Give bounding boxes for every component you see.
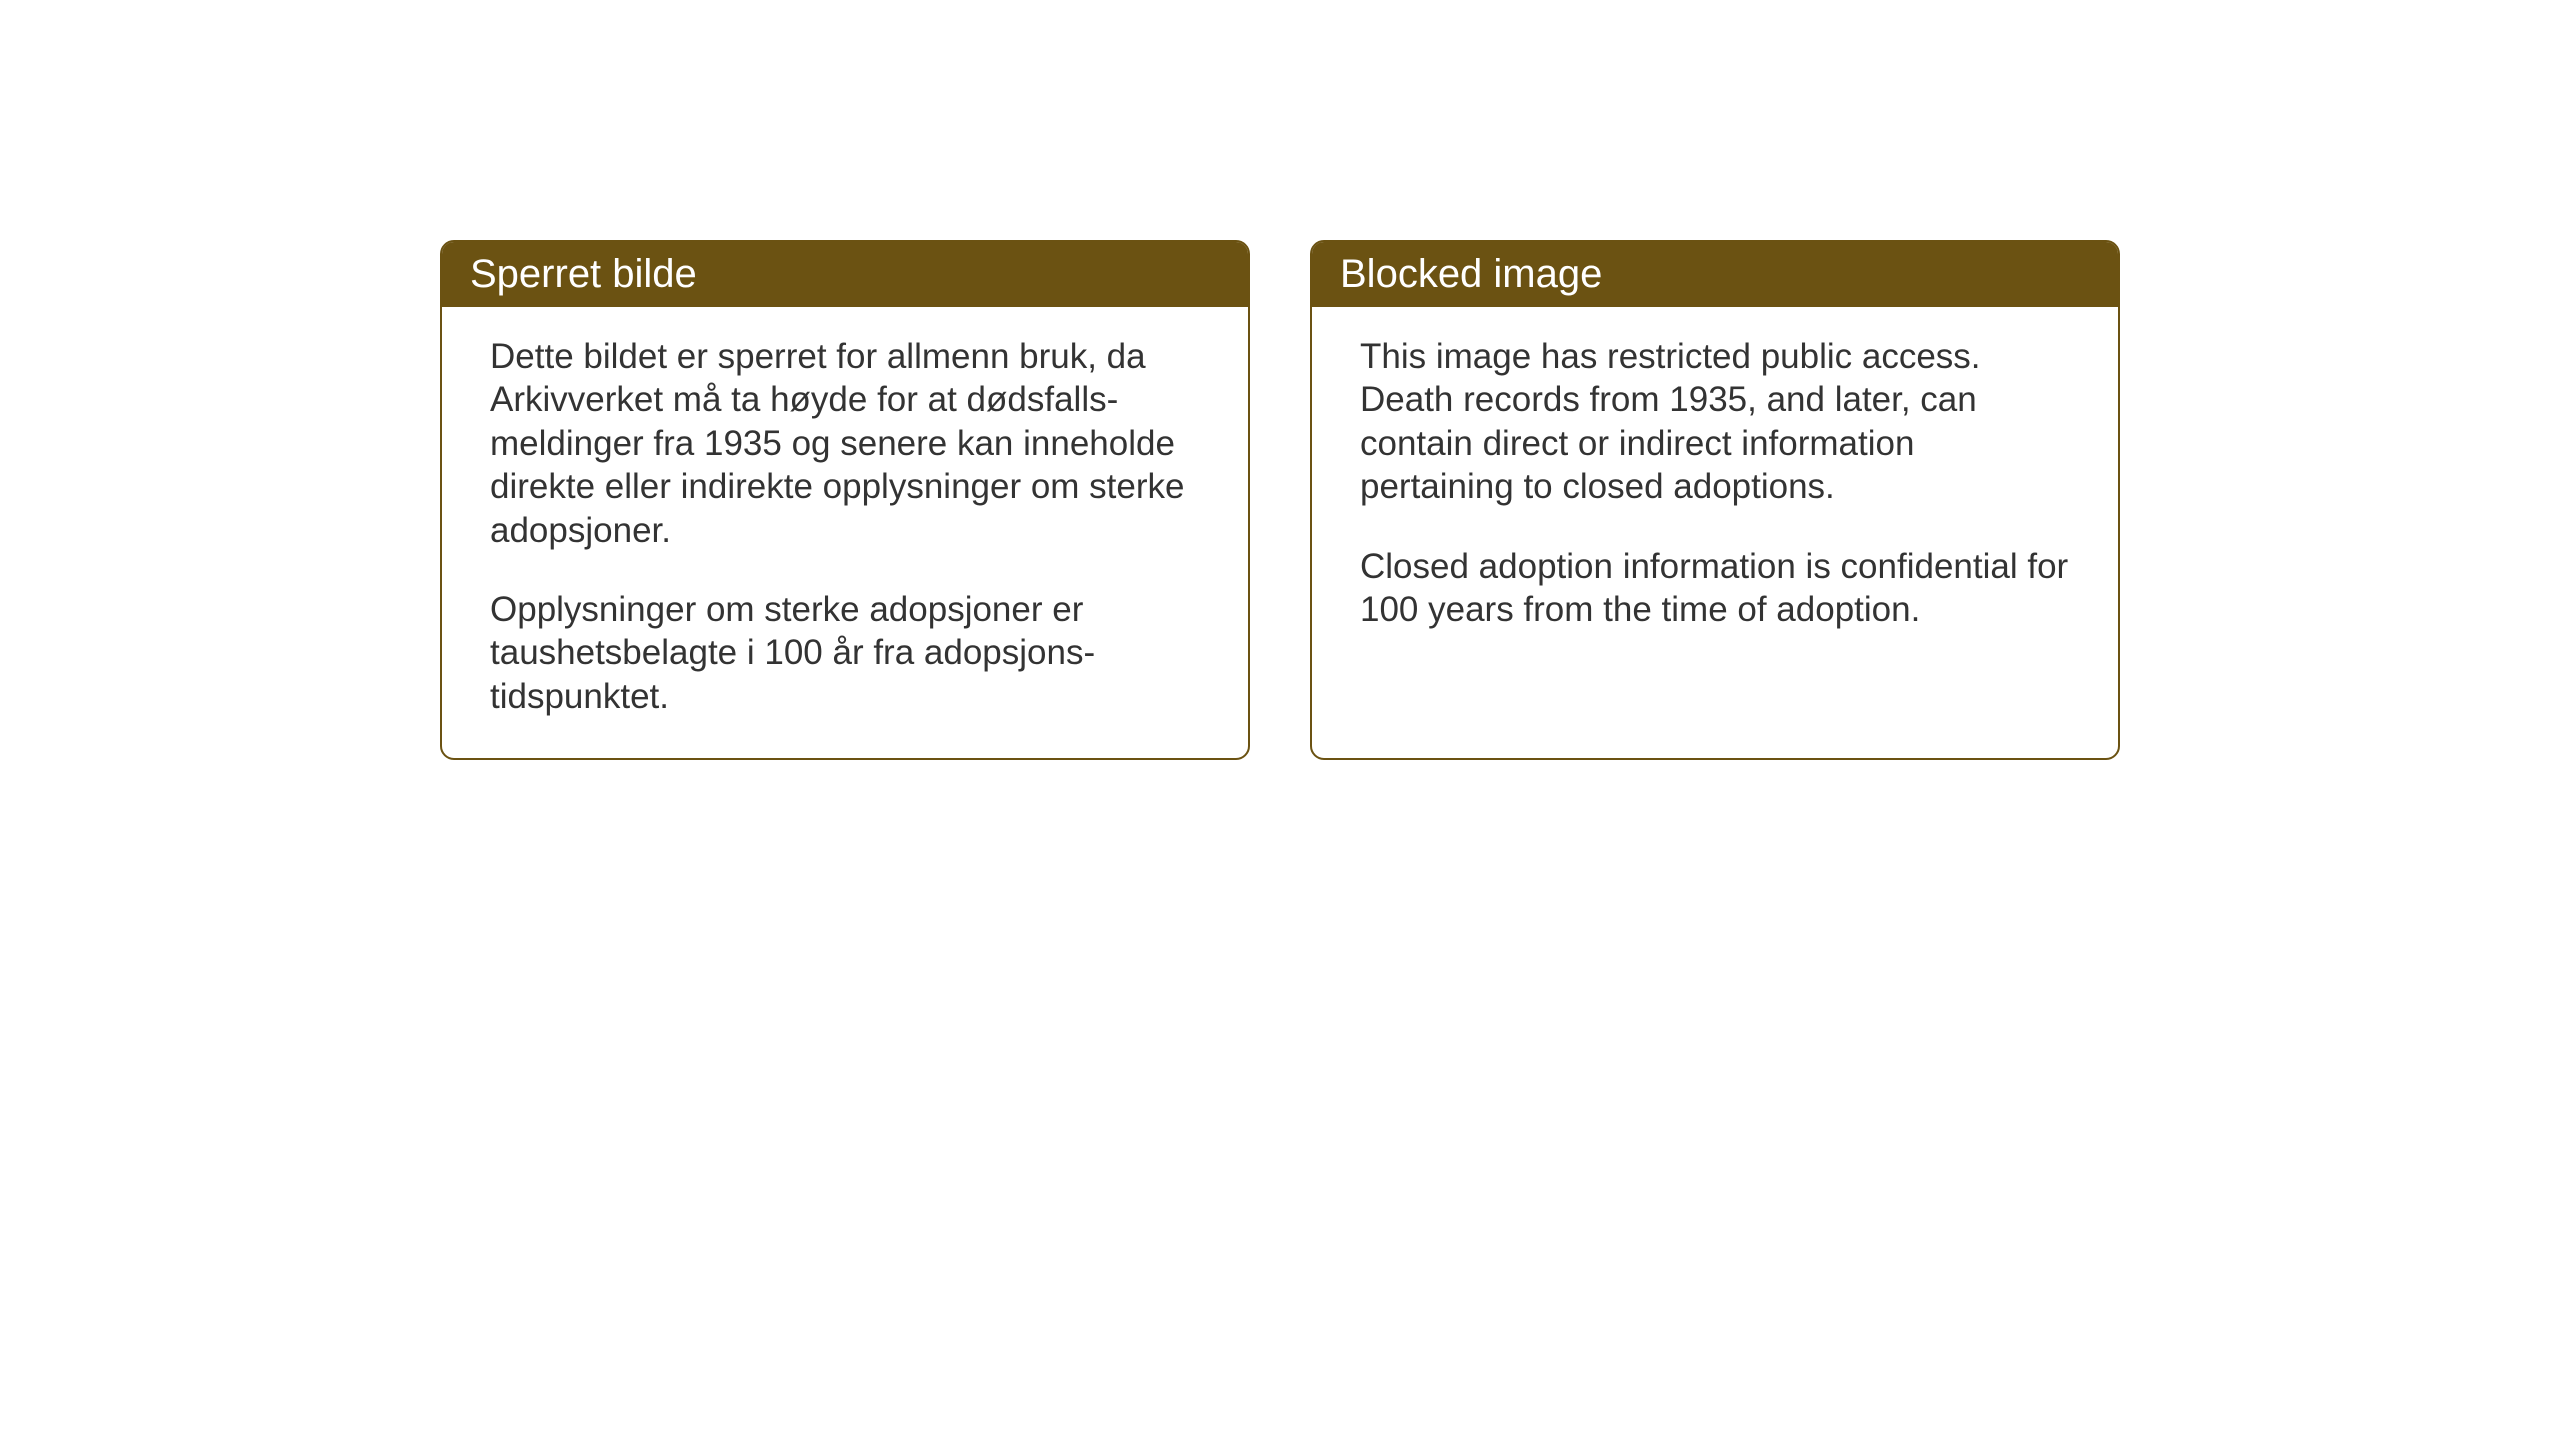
notice-card-english: Blocked image This image has restricted … xyxy=(1310,240,2120,760)
notice-card-norwegian: Sperret bilde Dette bildet er sperret fo… xyxy=(440,240,1250,760)
card-body-norwegian: Dette bildet er sperret for allmenn bruk… xyxy=(442,307,1248,758)
card-header-english: Blocked image xyxy=(1312,242,2118,307)
card-paragraph: Dette bildet er sperret for allmenn bruk… xyxy=(490,335,1200,552)
card-title-english: Blocked image xyxy=(1340,252,1602,296)
card-paragraph: Closed adoption information is confident… xyxy=(1360,545,2070,632)
card-paragraph: Opplysninger om sterke adopsjoner er tau… xyxy=(490,588,1200,718)
notice-container: Sperret bilde Dette bildet er sperret fo… xyxy=(440,240,2120,760)
card-title-norwegian: Sperret bilde xyxy=(470,252,697,296)
card-paragraph: This image has restricted public access.… xyxy=(1360,335,2070,509)
card-header-norwegian: Sperret bilde xyxy=(442,242,1248,307)
card-body-english: This image has restricted public access.… xyxy=(1312,307,2118,747)
